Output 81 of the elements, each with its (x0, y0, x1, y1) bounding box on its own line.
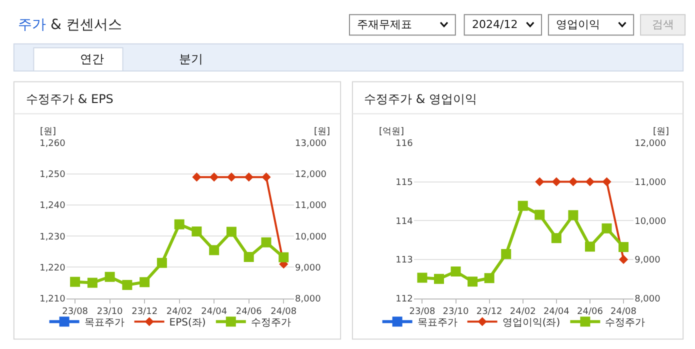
y2-tick-label: 8,000 (295, 294, 322, 304)
y-axis-title: [억원] (379, 127, 404, 137)
point (209, 245, 220, 256)
legend-label: 수정주가 (605, 318, 646, 329)
x-tick-label: 24/08 (270, 307, 297, 318)
point (518, 200, 528, 211)
y-tick-label: 115 (396, 178, 413, 188)
text: 2024/12 (472, 18, 518, 31)
point (244, 252, 254, 262)
point (417, 272, 428, 283)
text: 분기 (179, 52, 203, 66)
x-tick-label: 23/12 (476, 307, 502, 318)
y2-tick-label: 10,000 (295, 232, 327, 242)
x-tick-label: 23/10 (96, 307, 124, 318)
chart-title: 수정주가 & 영업이익 (364, 92, 477, 106)
y-tick-label: 1,210 (40, 294, 66, 304)
y2-tick-label: 10,000 (634, 216, 666, 227)
point (87, 278, 98, 288)
y-tick-label: 1,250 (40, 170, 66, 180)
x-tick-label: 24/02 (510, 307, 536, 318)
text: 연간 (80, 52, 104, 66)
legend-label: 영업이익(좌) (502, 318, 560, 329)
point (226, 226, 236, 237)
y-tick-label: 112 (396, 294, 413, 304)
text: 주가 & 컨센서스 (18, 17, 122, 33)
point (140, 277, 150, 288)
y2-tick-label: 11,000 (634, 178, 666, 188)
x-tick-label: 24/04 (201, 307, 228, 318)
point (434, 274, 444, 284)
point (501, 249, 512, 260)
point (602, 223, 612, 234)
y-tick-label: 1,220 (40, 263, 66, 274)
legend-label: 목표주가 (417, 318, 458, 329)
point (584, 242, 595, 252)
point (70, 276, 80, 287)
y-tick-label: 1,230 (40, 232, 66, 242)
y2-tick-label: 12,000 (295, 170, 327, 180)
point (468, 276, 478, 287)
point (568, 210, 578, 220)
text: 영업이익 (556, 18, 600, 31)
y-tick-label: 1,240 (40, 201, 66, 212)
point (192, 226, 202, 236)
point (261, 237, 272, 248)
y2-axis-title: [원] (314, 127, 330, 137)
y2-tick-label: 12,000 (634, 139, 666, 150)
point (484, 273, 494, 284)
y2-tick-label: 8,000 (634, 294, 661, 304)
y-tick-label: 114 (396, 216, 414, 227)
point (534, 210, 545, 220)
x-tick-label: 24/02 (166, 307, 192, 318)
point (551, 233, 562, 244)
y-tick-label: 113 (396, 256, 413, 266)
legend-label: 수정주가 (250, 318, 291, 329)
y2-tick-label: 11,000 (295, 201, 327, 212)
text: 주재무제표 (357, 18, 412, 31)
x-tick-label: 24/06 (577, 307, 604, 318)
chart-title: 수정주가 & EPS (26, 92, 114, 106)
y-tick-label: 116 (396, 139, 414, 150)
x-tick-label: 23/08 (62, 307, 88, 318)
point (618, 242, 629, 252)
x-tick-label: 23/10 (442, 307, 470, 318)
y2-axis-title: [원] (653, 127, 670, 137)
y-axis-title: [원] (40, 127, 56, 137)
x-tick-label: 24/04 (543, 307, 570, 318)
y-tick-label: 1,260 (40, 139, 66, 150)
point (450, 266, 461, 277)
point (104, 272, 115, 282)
x-tick-label: 24/06 (236, 307, 262, 318)
point (122, 280, 132, 290)
point (156, 258, 167, 268)
x-tick-label: 24/08 (610, 307, 637, 318)
legend-label: EPS(좌) (169, 318, 206, 329)
x-tick-label: 23/12 (132, 307, 158, 318)
point (278, 252, 289, 262)
legend-label: 목표주가 (84, 318, 124, 329)
point (174, 219, 184, 230)
x-tick-label: 23/08 (409, 307, 436, 318)
y2-tick-label: 13,000 (295, 139, 327, 150)
text: 검색 (652, 18, 674, 31)
y2-tick-label: 9,000 (295, 263, 322, 274)
y2-tick-label: 9,000 (634, 256, 661, 266)
